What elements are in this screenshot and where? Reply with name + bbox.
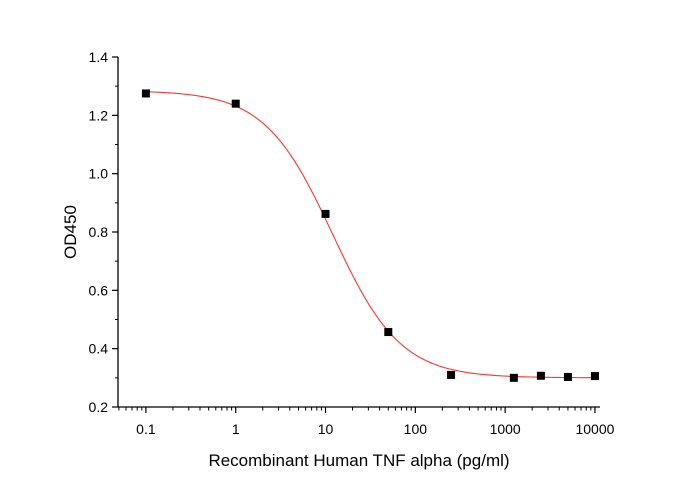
x-tick-label: 10000 (575, 421, 614, 437)
fit-curve (145, 91, 595, 379)
data-point (509, 373, 518, 382)
y-tick-label: 0.4 (89, 341, 109, 357)
data-point (321, 209, 330, 218)
data-point (536, 371, 545, 380)
axes: 0.2 0.4 0.6 0.8 1.0 1.2 1.4 0.1 1 10 100 1000 10000 (89, 49, 615, 437)
y-tick-label: 1.0 (89, 166, 109, 182)
x-tick-label: 0.1 (136, 421, 156, 437)
y-tick-label: 0.8 (89, 224, 109, 240)
data-point (563, 372, 572, 381)
fit-curve-group (145, 91, 595, 379)
data-point (384, 328, 393, 337)
y-axis-label: OD450 (61, 205, 80, 259)
y-tick-label: 0.2 (89, 399, 109, 415)
y-tick-label: 0.6 (89, 282, 109, 298)
data-point (590, 372, 599, 381)
x-tick-label: 10 (318, 421, 334, 437)
x-tick-label: 1000 (490, 421, 521, 437)
y-tick-label: 1.4 (89, 49, 109, 65)
y-tick-label: 1.2 (89, 107, 109, 123)
x-tick-label: 1 (232, 421, 240, 437)
data-points-group (141, 89, 599, 382)
data-point (231, 99, 240, 108)
x-axis-label: Recombinant Human TNF alpha (pg/ml) (208, 451, 509, 470)
data-point (141, 89, 150, 98)
x-tick-label: 100 (404, 421, 428, 437)
data-point (447, 370, 456, 379)
